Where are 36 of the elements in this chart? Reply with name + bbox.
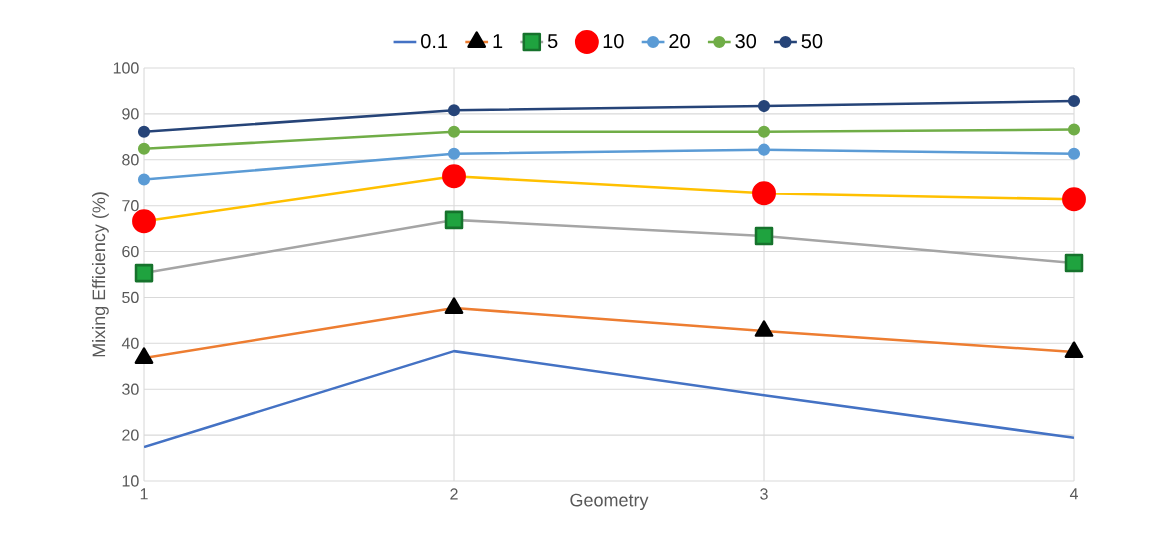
point	[447, 125, 461, 138]
y-tick-label: 20	[122, 429, 139, 441]
point	[1067, 147, 1081, 160]
legend-label: 10	[603, 34, 624, 49]
legend-label: 5	[547, 34, 558, 49]
y-tick-label: 50	[122, 291, 139, 304]
x-axis-title: Geometry	[570, 493, 649, 511]
legend-label: 50	[801, 34, 823, 49]
point	[1067, 94, 1081, 108]
point	[137, 173, 151, 186]
y-tick-label: 60	[122, 245, 139, 258]
y-tick-label: 40	[121, 337, 139, 349]
x-tick-label: 1	[140, 488, 148, 500]
legend-label: 0.1	[421, 34, 448, 49]
x-tick-label: 3	[760, 488, 768, 500]
y-tick-label: 80	[122, 154, 139, 166]
point	[757, 100, 771, 113]
legend-label: 1	[493, 34, 503, 48]
y-tick-label: 70	[122, 200, 139, 212]
point	[137, 142, 151, 155]
y-tick-label: 10	[122, 475, 139, 487]
point	[447, 147, 461, 160]
point	[447, 104, 461, 117]
point	[757, 143, 771, 156]
legend-label: 30	[735, 34, 757, 49]
y-tick-label: 90	[122, 108, 139, 120]
x-tick-label: 4	[1069, 488, 1078, 500]
point	[137, 125, 151, 138]
legend-label: 20	[669, 34, 690, 49]
line-series	[144, 349, 1074, 449]
y-tick-label: 30	[122, 383, 139, 395]
point	[1067, 123, 1081, 136]
x-tick-label: 2	[450, 488, 458, 500]
y-tick-label: 100	[113, 62, 139, 74]
y-axis-title: Mixing Efficiency (%)	[92, 192, 109, 357]
point	[757, 125, 771, 138]
